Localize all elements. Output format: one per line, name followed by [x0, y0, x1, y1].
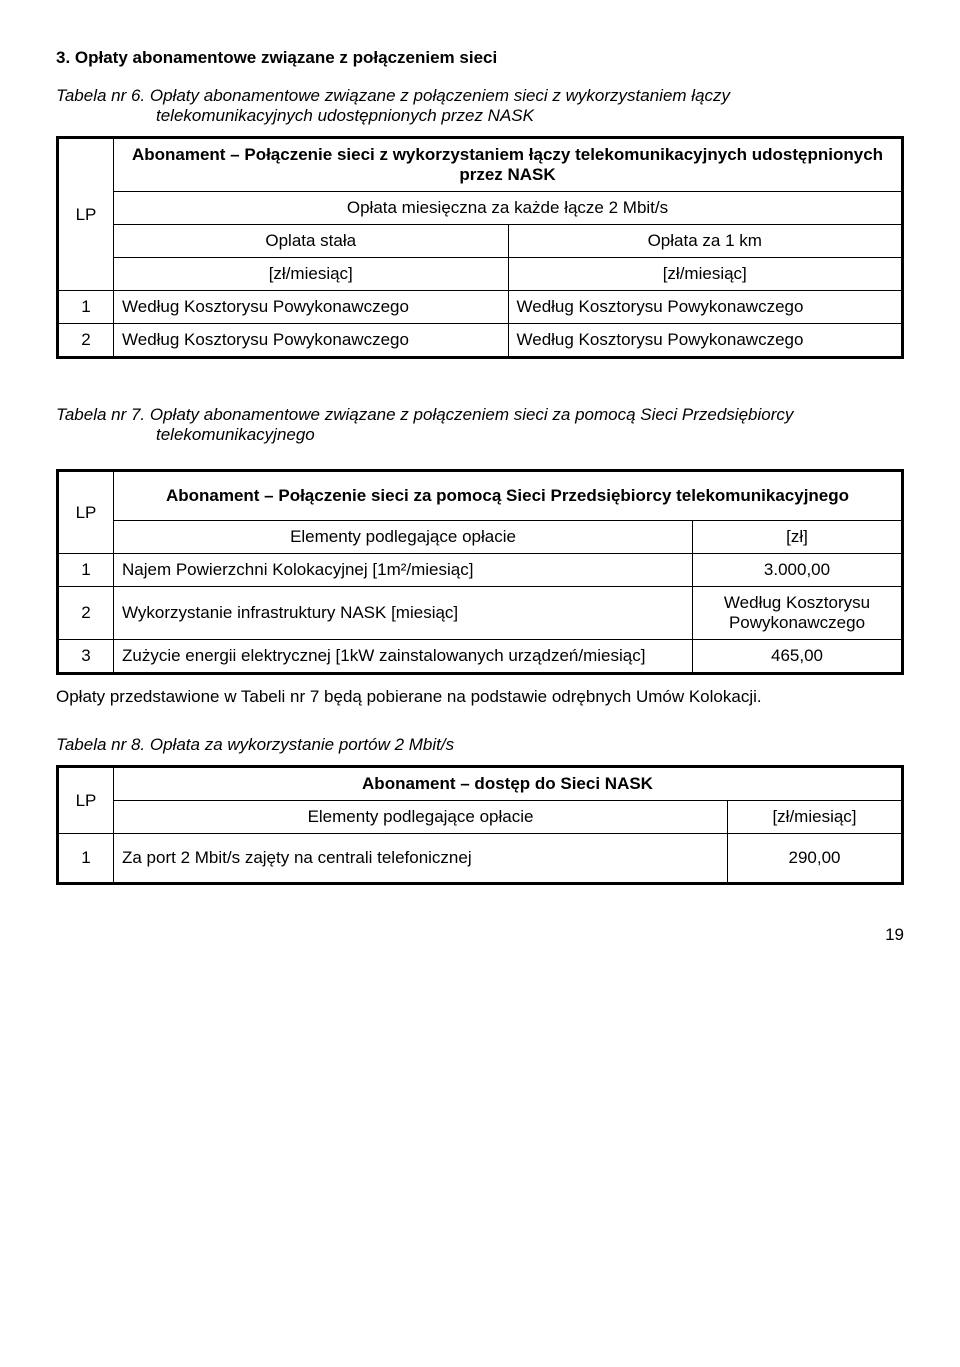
- table6-row1-lp: 1: [58, 291, 114, 324]
- table7-row3-val: 465,00: [693, 640, 903, 674]
- table8-col-val: [zł/miesiąc]: [728, 801, 903, 834]
- table7: LP Abonament – Połączenie sieci za pomoc…: [56, 469, 904, 675]
- table6-title-line1: Tabela nr 6. Opłaty abonamentowe związan…: [56, 86, 730, 105]
- table6-row2-left: Według Kosztorysu Powykonawczego: [114, 324, 509, 358]
- table8-header-top: Abonament – dostęp do Sieci NASK: [114, 767, 903, 801]
- table7-row2-val: Według Kosztorysu Powykonawczego: [693, 587, 903, 640]
- table7-title-line2: telekomunikacyjnego: [156, 425, 904, 445]
- table-row: 1 Najem Powierzchni Kolokacyjnej [1m²/mi…: [58, 554, 903, 587]
- table8-row1-val: 290,00: [728, 834, 903, 884]
- table-row: 2 Według Kosztorysu Powykonawczego Wedłu…: [58, 324, 903, 358]
- table7-row3-elem: Zużycie energii elektrycznej [1kW zainst…: [114, 640, 693, 674]
- table-row: 2 Wykorzystanie infrastruktury NASK [mie…: [58, 587, 903, 640]
- table8-title: Tabela nr 8. Opłata za wykorzystanie por…: [56, 735, 904, 755]
- table6-title-line2: telekomunikacyjnych udostępnionych przez…: [156, 106, 904, 126]
- table6-title: Tabela nr 6. Opłaty abonamentowe związan…: [56, 86, 904, 126]
- table-row: 3 Zużycie energii elektrycznej [1kW zain…: [58, 640, 903, 674]
- table8-row1-lp: 1: [58, 834, 114, 884]
- table7-title-line1: Tabela nr 7. Opłaty abonamentowe związan…: [56, 405, 793, 424]
- table6-row2-lp: 2: [58, 324, 114, 358]
- table7-row2-elem: Wykorzystanie infrastruktury NASK [miesi…: [114, 587, 693, 640]
- table7-row1-elem: Najem Powierzchni Kolokacyjnej [1m²/mies…: [114, 554, 693, 587]
- section-heading: 3. Opłaty abonamentowe związane z połącz…: [56, 48, 904, 68]
- table7-header-top: Abonament – Połączenie sieci za pomocą S…: [114, 471, 903, 521]
- table7-note: Opłaty przedstawione w Tabeli nr 7 będą …: [56, 687, 904, 707]
- table6-unit-right: [zł/miesiąc]: [508, 258, 903, 291]
- table6-col-fixed: Oplata stała: [114, 225, 509, 258]
- table7-col-elem: Elementy podlegające opłacie: [114, 521, 693, 554]
- table-row: Elementy podlegające opłacie [zł]: [58, 521, 903, 554]
- table6-row1-right: Według Kosztorysu Powykonawczego: [508, 291, 903, 324]
- table8: LP Abonament – dostęp do Sieci NASK Elem…: [56, 765, 904, 885]
- table6-row2-right: Według Kosztorysu Powykonawczego: [508, 324, 903, 358]
- table7-title: Tabela nr 7. Opłaty abonamentowe związan…: [56, 405, 904, 445]
- table6-header-sub: Opłata miesięczna za każde łącze 2 Mbit/…: [114, 192, 903, 225]
- table8-row1-elem: Za port 2 Mbit/s zajęty na centrali tele…: [114, 834, 728, 884]
- table8-lp-label: LP: [58, 767, 114, 834]
- table-row: [zł/miesiąc] [zł/miesiąc]: [58, 258, 903, 291]
- table-row: LP Abonament – dostęp do Sieci NASK: [58, 767, 903, 801]
- table-row: 1 Według Kosztorysu Powykonawczego Wedłu…: [58, 291, 903, 324]
- table6-header-top: Abonament – Połączenie sieci z wykorzyst…: [114, 138, 903, 192]
- table-row: Opłata miesięczna za każde łącze 2 Mbit/…: [58, 192, 903, 225]
- table6-lp-label: LP: [58, 138, 114, 291]
- table-row: 1 Za port 2 Mbit/s zajęty na centrali te…: [58, 834, 903, 884]
- table7-col-val: [zł]: [693, 521, 903, 554]
- table7-row1-lp: 1: [58, 554, 114, 587]
- table-row: LP Abonament – Połączenie sieci z wykorz…: [58, 138, 903, 192]
- table6-col-perkm: Opłata za 1 km: [508, 225, 903, 258]
- table7-row2-lp: 2: [58, 587, 114, 640]
- table6-row1-left: Według Kosztorysu Powykonawczego: [114, 291, 509, 324]
- table6: LP Abonament – Połączenie sieci z wykorz…: [56, 136, 904, 359]
- table7-row3-lp: 3: [58, 640, 114, 674]
- table7-row1-val: 3.000,00: [693, 554, 903, 587]
- table8-col-elem: Elementy podlegające opłacie: [114, 801, 728, 834]
- table8-title-text: Tabela nr 8. Opłata za wykorzystanie por…: [56, 735, 454, 754]
- table-row: Elementy podlegające opłacie [zł/miesiąc…: [58, 801, 903, 834]
- table7-lp-label: LP: [58, 471, 114, 554]
- table-row: LP Abonament – Połączenie sieci za pomoc…: [58, 471, 903, 521]
- table6-unit-left: [zł/miesiąc]: [114, 258, 509, 291]
- page-number: 19: [56, 925, 904, 945]
- table-row: Oplata stała Opłata za 1 km: [58, 225, 903, 258]
